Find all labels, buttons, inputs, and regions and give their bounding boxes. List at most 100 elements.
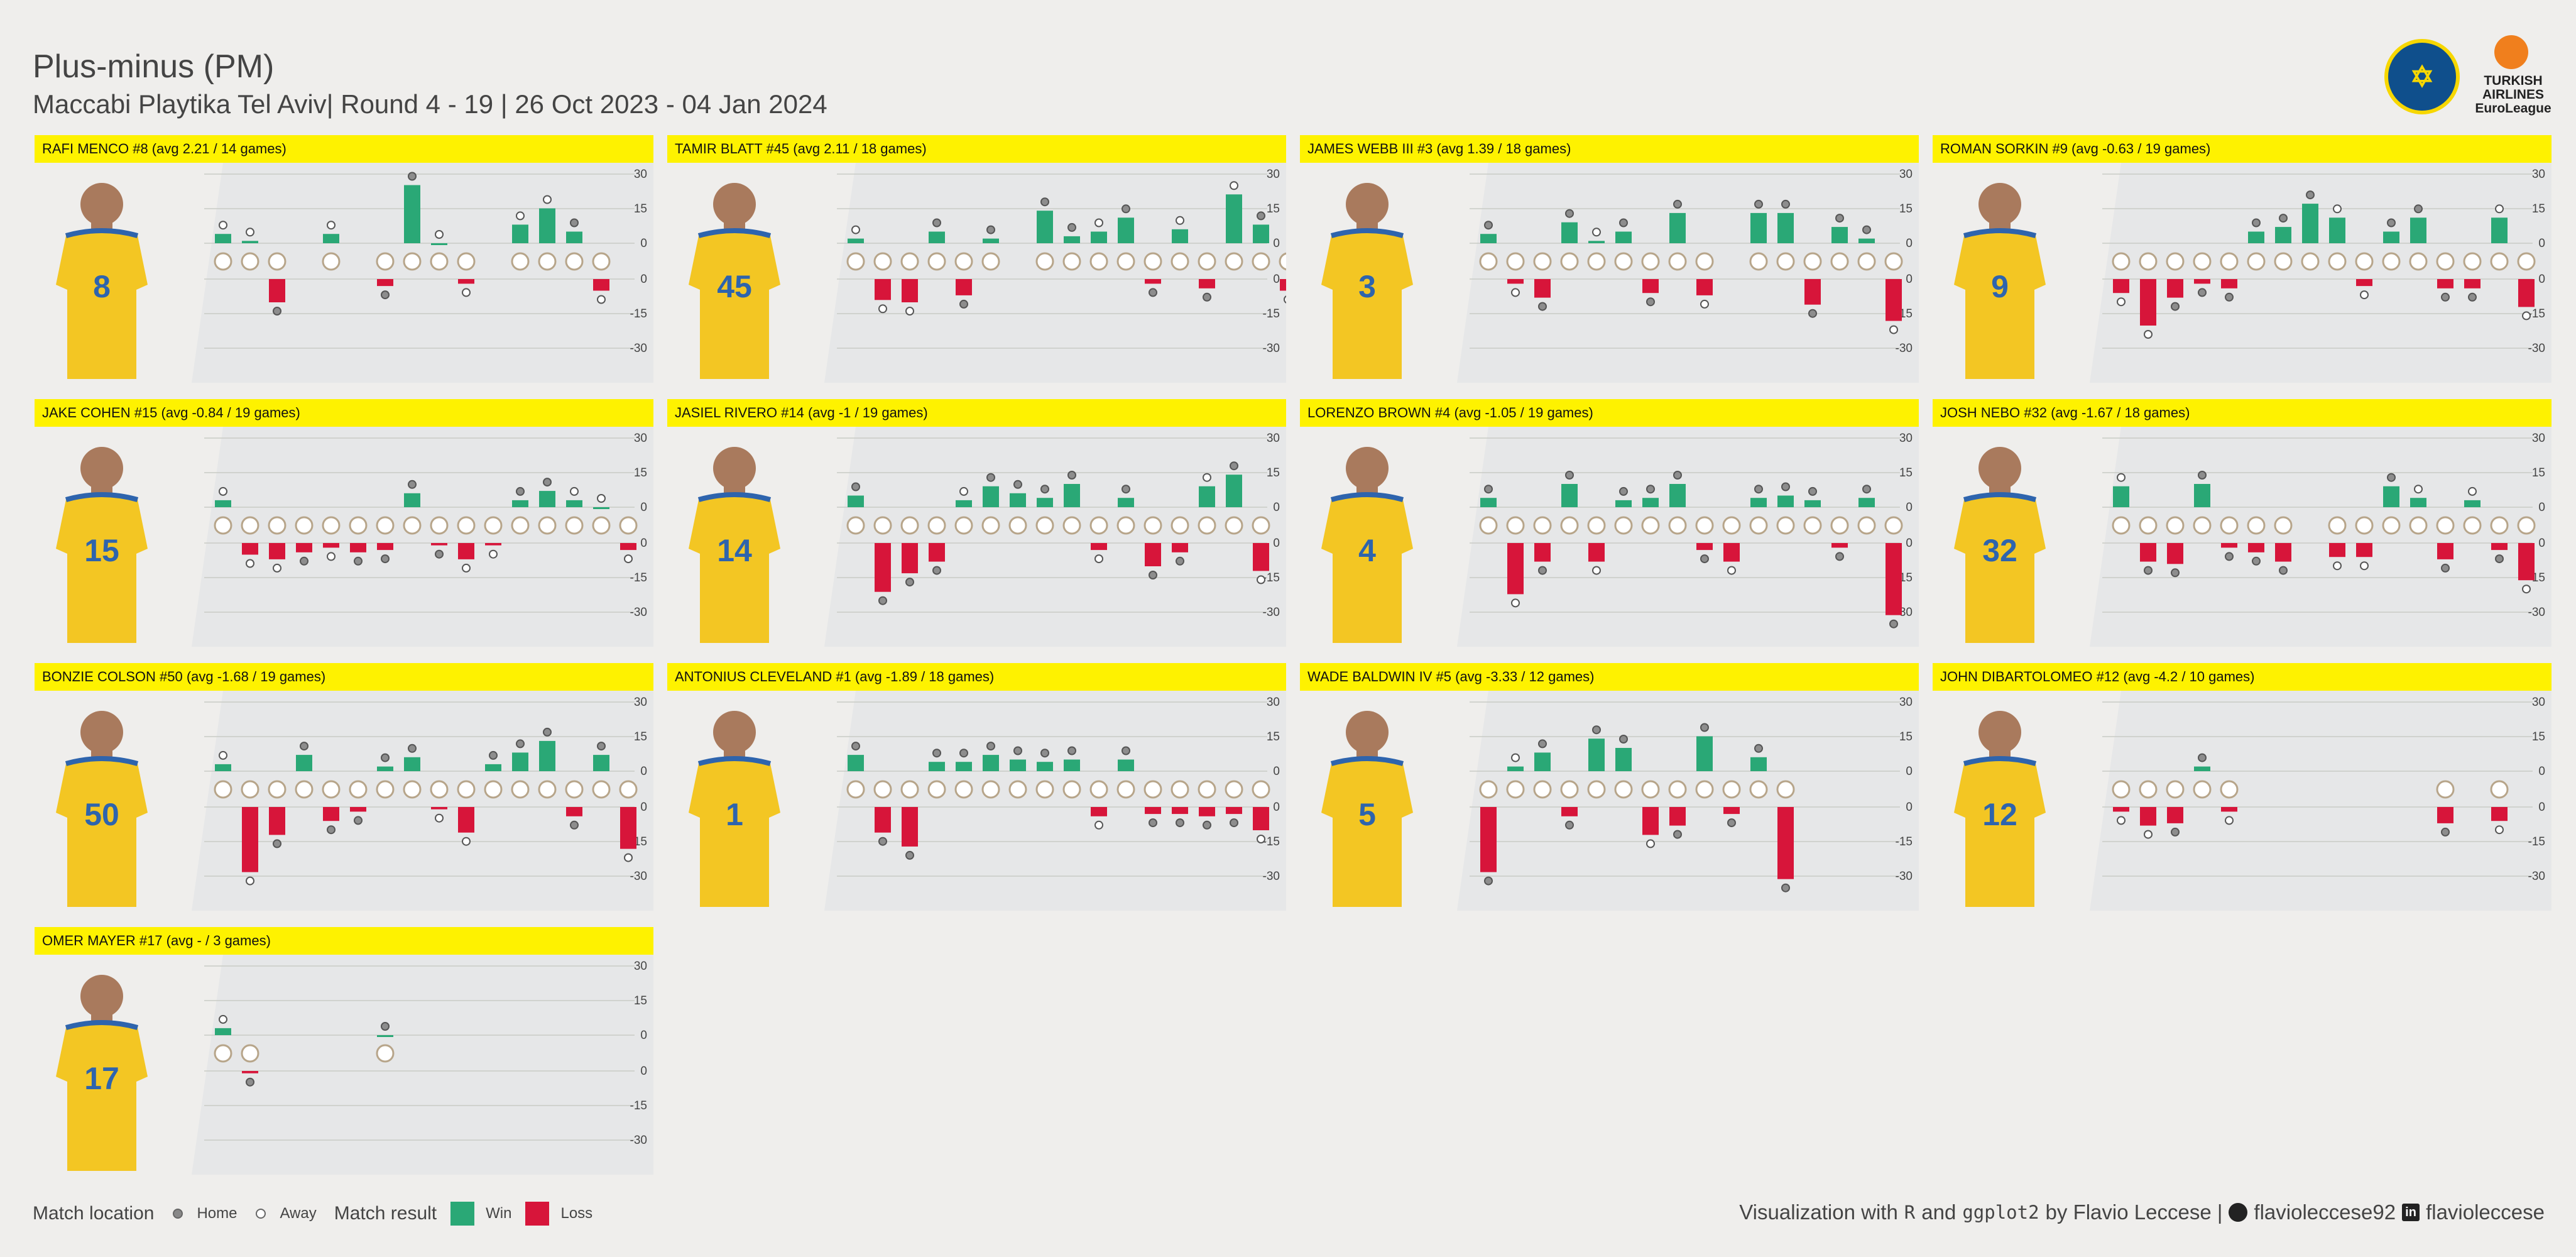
y-tick-label: 15 <box>2532 202 2545 216</box>
plot-background <box>2090 691 2551 911</box>
pm-bar <box>1091 232 1107 244</box>
player-panel: WADE BALDWIN IV #5 (avg -3.33 / 12 games… <box>1300 663 1919 914</box>
pm-bar <box>1669 484 1686 507</box>
home-marker <box>1701 555 1708 563</box>
y-tick-label: 0 <box>1906 537 1913 550</box>
pm-bar <box>1091 807 1107 816</box>
jersey-shape <box>689 495 780 643</box>
opponent-logo <box>1010 517 1026 534</box>
pm-bar <box>2329 217 2345 243</box>
pm-bar <box>929 762 945 771</box>
opponent-logo <box>1480 253 1497 270</box>
away-marker <box>1593 567 1600 574</box>
player-label: JAMES WEBB III #3 (avg 1.39 / 18 games) <box>1300 135 1919 163</box>
away-marker <box>435 231 443 238</box>
home-marker <box>2171 303 2179 310</box>
y-tick-label: 15 <box>1899 202 1913 216</box>
home-marker <box>435 551 443 558</box>
pm-bar <box>1561 807 1578 816</box>
pm-bar <box>1226 194 1242 243</box>
y-tick-label: 15 <box>1899 466 1913 480</box>
y-tick-label: 0 <box>1906 273 1913 286</box>
player-label: WADE BALDWIN IV #5 (avg -3.33 / 12 games… <box>1300 663 1919 691</box>
opponent-logo <box>2383 517 2399 534</box>
opponent-logo <box>2437 517 2453 534</box>
y-tick-label: 15 <box>1899 730 1913 744</box>
y-tick-label: -30 <box>630 870 647 883</box>
legend-away: Away <box>280 1205 316 1222</box>
opponent-logo <box>2113 517 2129 534</box>
home-marker <box>2171 828 2179 836</box>
away-marker <box>2225 816 2233 824</box>
home-marker <box>1122 205 1130 212</box>
pm-bar <box>1588 738 1605 771</box>
head-shape <box>713 183 756 226</box>
pm-bar <box>1750 213 1767 243</box>
pm-bar <box>1507 279 1524 283</box>
away-marker <box>598 495 605 502</box>
y-tick-label: 30 <box>2532 432 2545 445</box>
pm-bar <box>1588 543 1605 562</box>
home-marker <box>543 728 551 736</box>
opponent-logo <box>1091 253 1107 270</box>
pm-bar <box>2437 279 2453 288</box>
opponent-logo <box>2518 253 2535 270</box>
pm-bar <box>983 755 999 771</box>
player-photo: 9 <box>1940 172 2060 381</box>
jersey-shape <box>56 231 148 379</box>
credit-github[interactable]: flavioleccese92 <box>2254 1200 2396 1224</box>
pm-bar <box>2518 543 2535 580</box>
pm-bar <box>2194 767 2210 771</box>
opponent-logo <box>1777 253 1794 270</box>
home-marker <box>1836 552 1843 560</box>
pm-bar <box>1145 279 1161 283</box>
pm-bar <box>2248 232 2264 244</box>
pm-bar <box>242 241 258 243</box>
away-marker <box>1257 835 1265 843</box>
pm-bar <box>902 807 918 847</box>
opponent-logo <box>2329 253 2345 270</box>
away-marker <box>1176 217 1184 224</box>
opponent-logo <box>1777 781 1794 798</box>
opponent-logo <box>2410 517 2426 534</box>
away-marker <box>1257 576 1265 583</box>
away-marker <box>1701 300 1708 308</box>
home-marker <box>987 742 995 750</box>
opponent-logo <box>377 253 393 270</box>
player-panel: OMER MAYER #17 (avg - / 3 games) 30 15 0 0 -1… <box>35 927 653 1178</box>
head-shape <box>80 711 123 754</box>
home-marker <box>2279 214 2287 222</box>
home-marker <box>1701 724 1708 732</box>
jersey-number: 12 <box>1982 797 2017 832</box>
pm-bar <box>215 1028 231 1035</box>
opponent-logo <box>1226 517 1242 534</box>
head-shape <box>713 447 756 490</box>
home-marker <box>1809 488 1816 495</box>
credit-ggplot2: ggplot2 <box>1962 1202 2039 1223</box>
player-label: OMER MAYER #17 (avg - / 3 games) <box>35 927 653 955</box>
pm-bar <box>2248 543 2264 552</box>
pm-bar <box>2275 543 2291 562</box>
opponent-logo <box>1037 517 1053 534</box>
opponent-logo <box>929 517 945 534</box>
home-marker <box>1593 726 1600 733</box>
pm-bar <box>269 807 285 835</box>
credit-linkedin[interactable]: flavioleccese <box>2426 1200 2545 1224</box>
away-marker <box>1203 474 1211 481</box>
pm-bar <box>2167 543 2183 564</box>
home-marker <box>1068 224 1076 231</box>
plot-background <box>824 427 1286 647</box>
opponent-logo <box>2140 517 2156 534</box>
home-marker <box>300 557 308 565</box>
pm-bar <box>1615 232 1632 244</box>
pm-bar <box>1886 543 1902 615</box>
pm-bar <box>2410 217 2426 243</box>
y-tick-label: -30 <box>2528 342 2545 355</box>
plot-background <box>192 163 653 383</box>
player-label: ROMAN SORKIN #9 (avg -0.63 / 19 games) <box>1933 135 2551 163</box>
opponent-logo <box>2437 781 2453 798</box>
home-marker <box>1647 485 1654 493</box>
pm-bar <box>1226 475 1242 507</box>
opponent-logo <box>848 781 864 798</box>
opponent-logo <box>2464 517 2480 534</box>
